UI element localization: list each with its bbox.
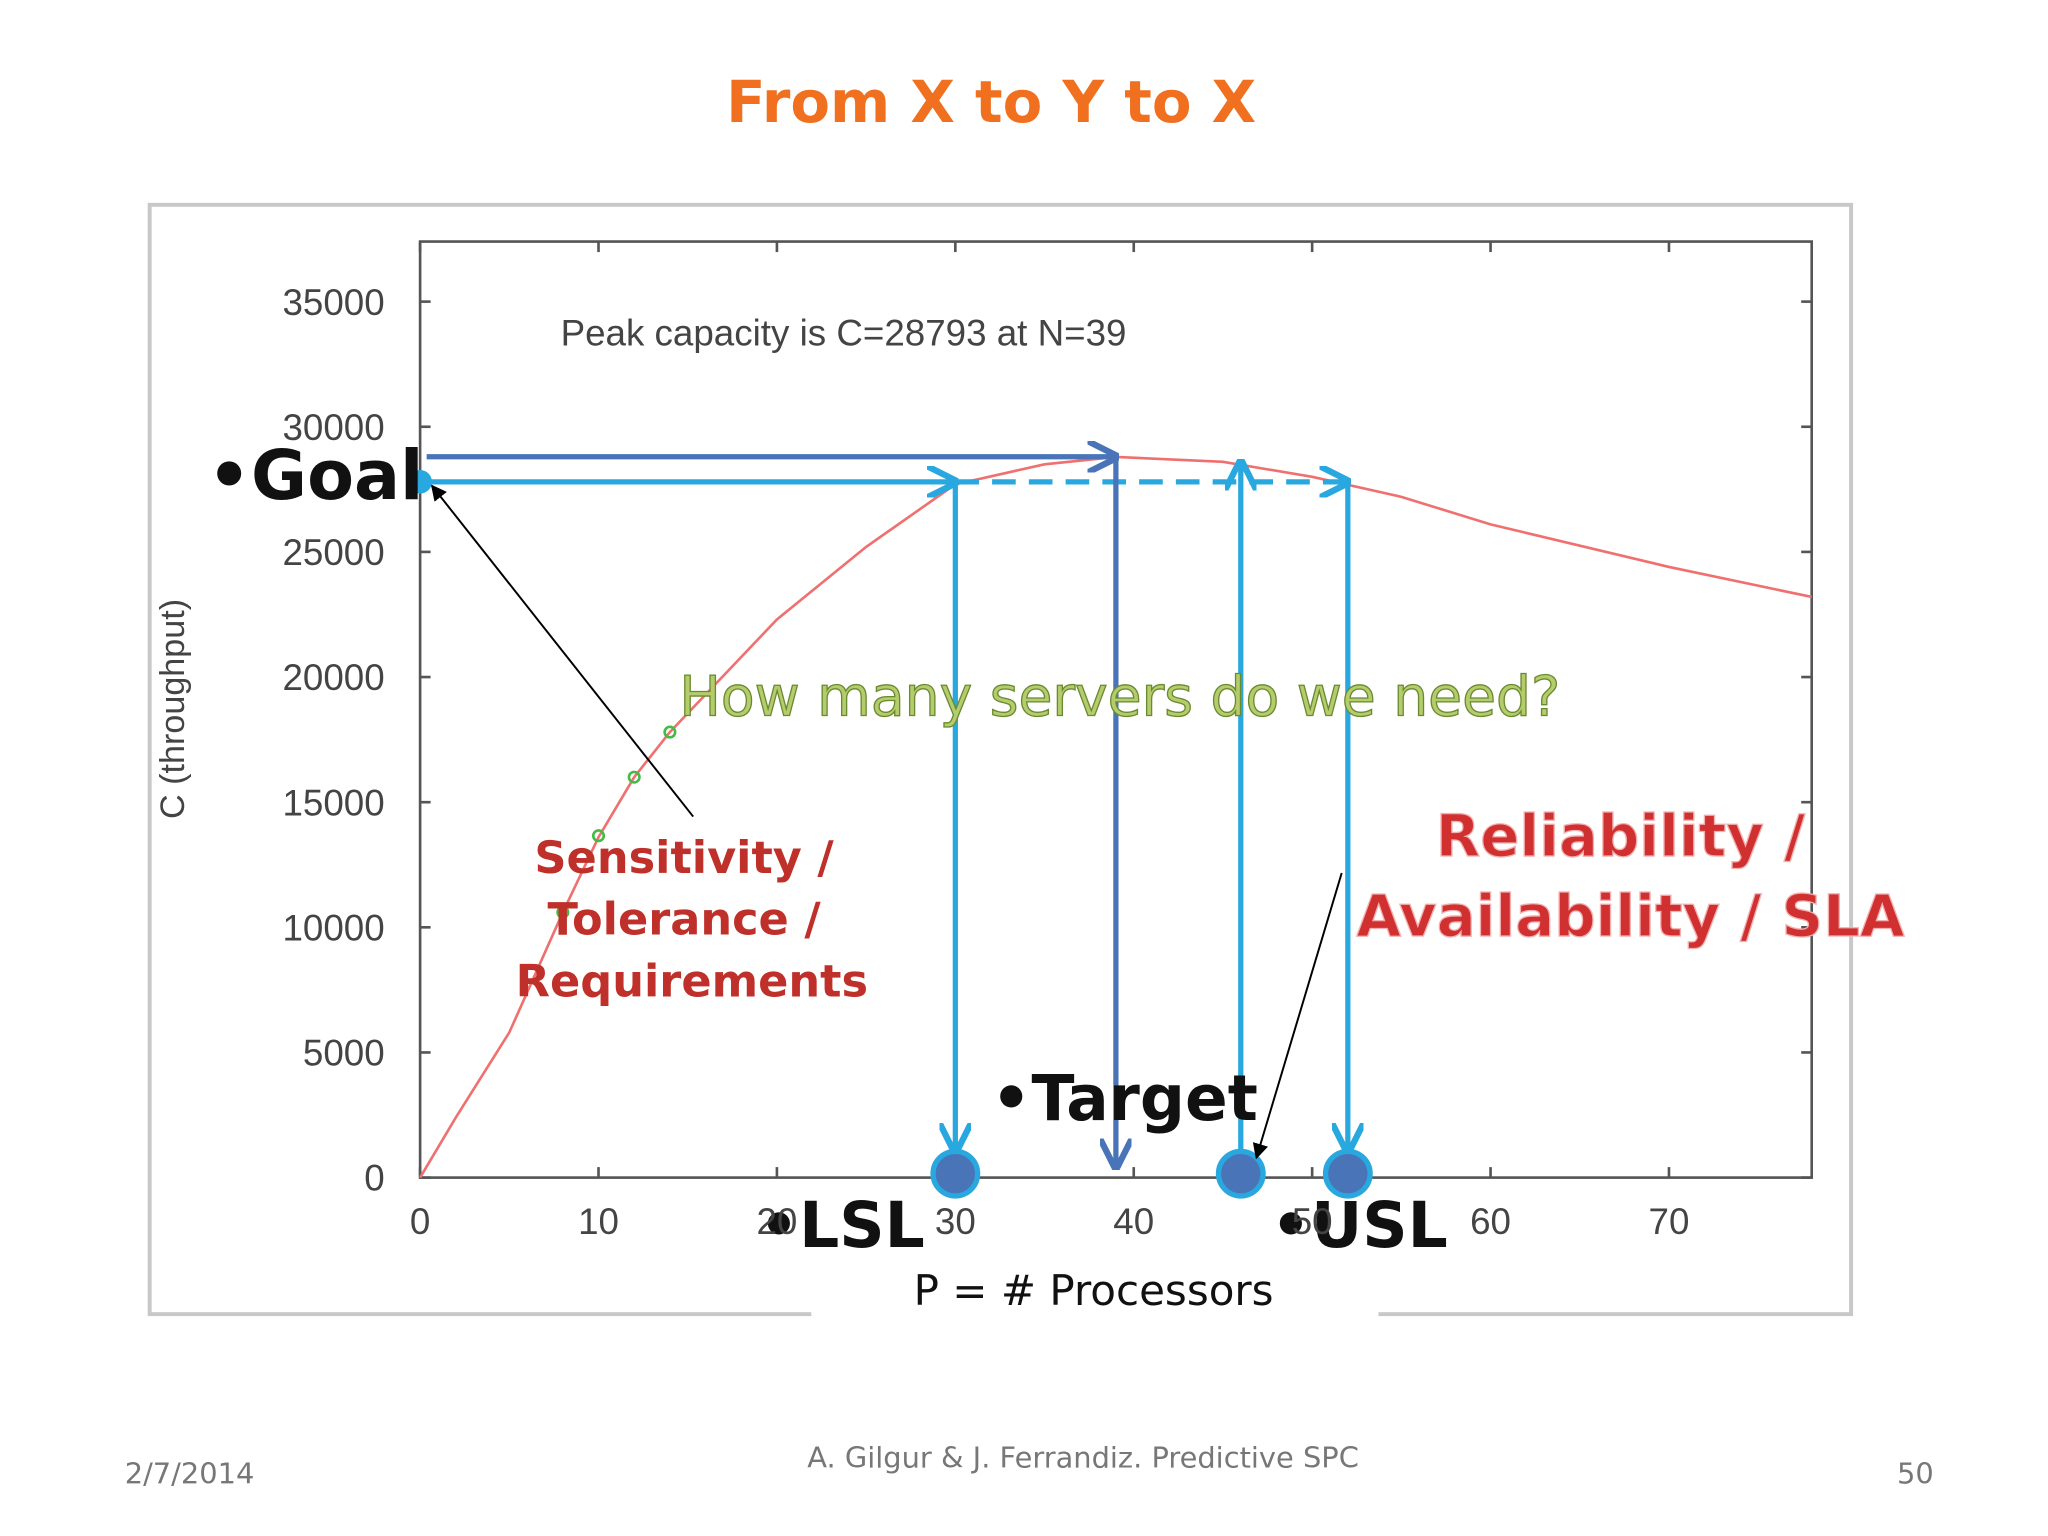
y-axis-label: C (throughput) bbox=[154, 599, 192, 819]
y-tick-label: 30000 bbox=[282, 407, 384, 448]
lsl-label: •LSL bbox=[759, 1189, 925, 1262]
target-label: •Target bbox=[991, 1062, 1258, 1135]
chart-frame bbox=[147, 202, 1854, 1317]
usl-dot bbox=[1322, 1148, 1373, 1199]
x-tick-label: 0 bbox=[410, 1201, 430, 1242]
y-tick-label: 20000 bbox=[282, 657, 384, 698]
sensitivity-note: Sensitivity / Tolerance / Requirements bbox=[516, 832, 868, 1007]
y-tick-label: 0 bbox=[364, 1158, 384, 1199]
note-line: Sensitivity / bbox=[534, 832, 834, 884]
note-line: Reliability / bbox=[1436, 802, 1806, 870]
pointer bbox=[430, 484, 694, 818]
pointer bbox=[1252, 872, 1343, 1160]
curve bbox=[418, 455, 1812, 1179]
x-tick-label: 20 bbox=[756, 1201, 797, 1242]
point bbox=[591, 829, 606, 843]
x-tick-label: 60 bbox=[1470, 1201, 1511, 1242]
y-tick-label: 5000 bbox=[303, 1033, 385, 1074]
page-number: 50 bbox=[1897, 1456, 1934, 1490]
peak-note: Peak capacity is C=28793 at N=39 bbox=[561, 312, 1127, 353]
point bbox=[663, 725, 677, 739]
point bbox=[556, 905, 570, 919]
x-tick-label: 10 bbox=[578, 1201, 619, 1242]
x-axis-label: P = # Processors bbox=[914, 1266, 1274, 1315]
y-tick-label: 35000 bbox=[282, 282, 384, 323]
x-tick-label: 50 bbox=[1292, 1201, 1333, 1242]
author: A. Gilgur & J. Ferrandiz. Predictive SPC bbox=[807, 1441, 1359, 1475]
goal-label: •Goal bbox=[207, 437, 423, 516]
date: 2/7/2014 bbox=[125, 1456, 255, 1490]
x-tick-label: 70 bbox=[1649, 1201, 1690, 1242]
x-tick-label: 30 bbox=[935, 1201, 976, 1242]
title: From X to Y to X bbox=[726, 68, 1256, 136]
plot-frame bbox=[418, 240, 1814, 1179]
y-tick-label: 15000 bbox=[282, 782, 384, 823]
point bbox=[627, 770, 641, 784]
usl-label: •USL bbox=[1271, 1189, 1448, 1262]
note-line: Availability / SLA bbox=[1356, 882, 1904, 950]
label-background bbox=[811, 1253, 1379, 1326]
availability-dot bbox=[1215, 1148, 1266, 1199]
lsl-dot bbox=[930, 1148, 981, 1199]
x-tick-label: 40 bbox=[1113, 1201, 1154, 1242]
goal-dot bbox=[408, 470, 432, 494]
y-tick-label: 25000 bbox=[282, 532, 384, 573]
question: How many servers do we need? bbox=[679, 665, 1560, 729]
note-line: Requirements bbox=[516, 955, 868, 1007]
reliability-note: Reliability / Availability / SLA bbox=[1356, 802, 1904, 950]
note-line: Tolerance / bbox=[547, 894, 821, 946]
y-tick-label: 10000 bbox=[282, 907, 384, 948]
